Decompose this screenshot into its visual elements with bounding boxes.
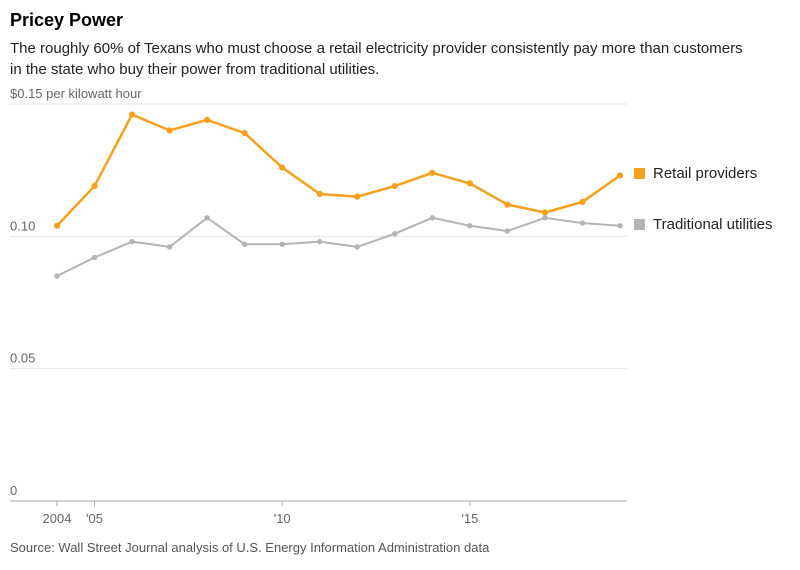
legend-label: Retail providers (653, 165, 758, 183)
data-point (317, 238, 323, 245)
x-tick-label: '10 (274, 511, 291, 526)
y-tick-label: 0 (10, 483, 17, 498)
x-tick-label: '15 (461, 511, 478, 526)
data-point (54, 273, 60, 279)
data-point (354, 244, 360, 250)
y-tick-label: 0.10 (10, 218, 35, 233)
y-tick-label: 0.05 (10, 351, 35, 366)
data-point (241, 241, 248, 247)
x-tick-label: '05 (86, 511, 103, 526)
data-point (241, 130, 248, 137)
data-point (466, 180, 473, 187)
data-point (579, 198, 586, 206)
chart-subtitle: The roughly 60% of Texans who must choos… (10, 40, 743, 78)
data-point (504, 228, 511, 234)
chart-area: 0 0.05 0.10 $0.15 per kilowatt hour 2004 '05 '… (10, 84, 800, 532)
legend-swatch (634, 168, 645, 180)
data-point (91, 254, 98, 261)
data-point (504, 201, 511, 208)
data-point (53, 222, 61, 229)
data-point (204, 116, 211, 123)
data-point (617, 223, 623, 229)
data-point (316, 190, 323, 198)
traditional-utilities-line (56, 216, 621, 278)
retail-providers-line (55, 113, 622, 227)
data-point (429, 215, 436, 221)
data-point (279, 241, 285, 247)
data-point (391, 182, 398, 190)
data-point (392, 230, 398, 237)
x-tick-label: 2004 (43, 511, 72, 526)
data-point (542, 215, 548, 221)
data-point (204, 215, 210, 221)
data-point (91, 182, 98, 190)
data-point (467, 223, 473, 229)
legend-swatch (634, 218, 645, 230)
data-point (166, 244, 173, 250)
legend-row: Retail providers (634, 165, 757, 182)
legend-row: Traditional utilities (634, 216, 773, 233)
data-point (166, 127, 173, 134)
data-point (129, 238, 135, 245)
data-point (128, 111, 136, 118)
data-point (279, 164, 286, 171)
data-point (579, 220, 586, 226)
chart-svg: 0 0.05 0.10 $0.15 per kilowatt hour 2004 '05 '… (10, 86, 627, 526)
chart-title: Pricey Power (10, 10, 124, 30)
data-point (354, 193, 361, 200)
legend-label: Traditional utilities (653, 215, 773, 233)
y-tick-label: $0.15 per kilowatt hour (10, 86, 142, 101)
data-point (541, 209, 549, 216)
data-point (429, 169, 436, 176)
chart-card: Pricey Power The roughly 60% of Texans w… (10, 10, 800, 555)
source-note: Source: Wall Street Journal analysis of … (10, 540, 490, 555)
data-point (616, 172, 624, 179)
